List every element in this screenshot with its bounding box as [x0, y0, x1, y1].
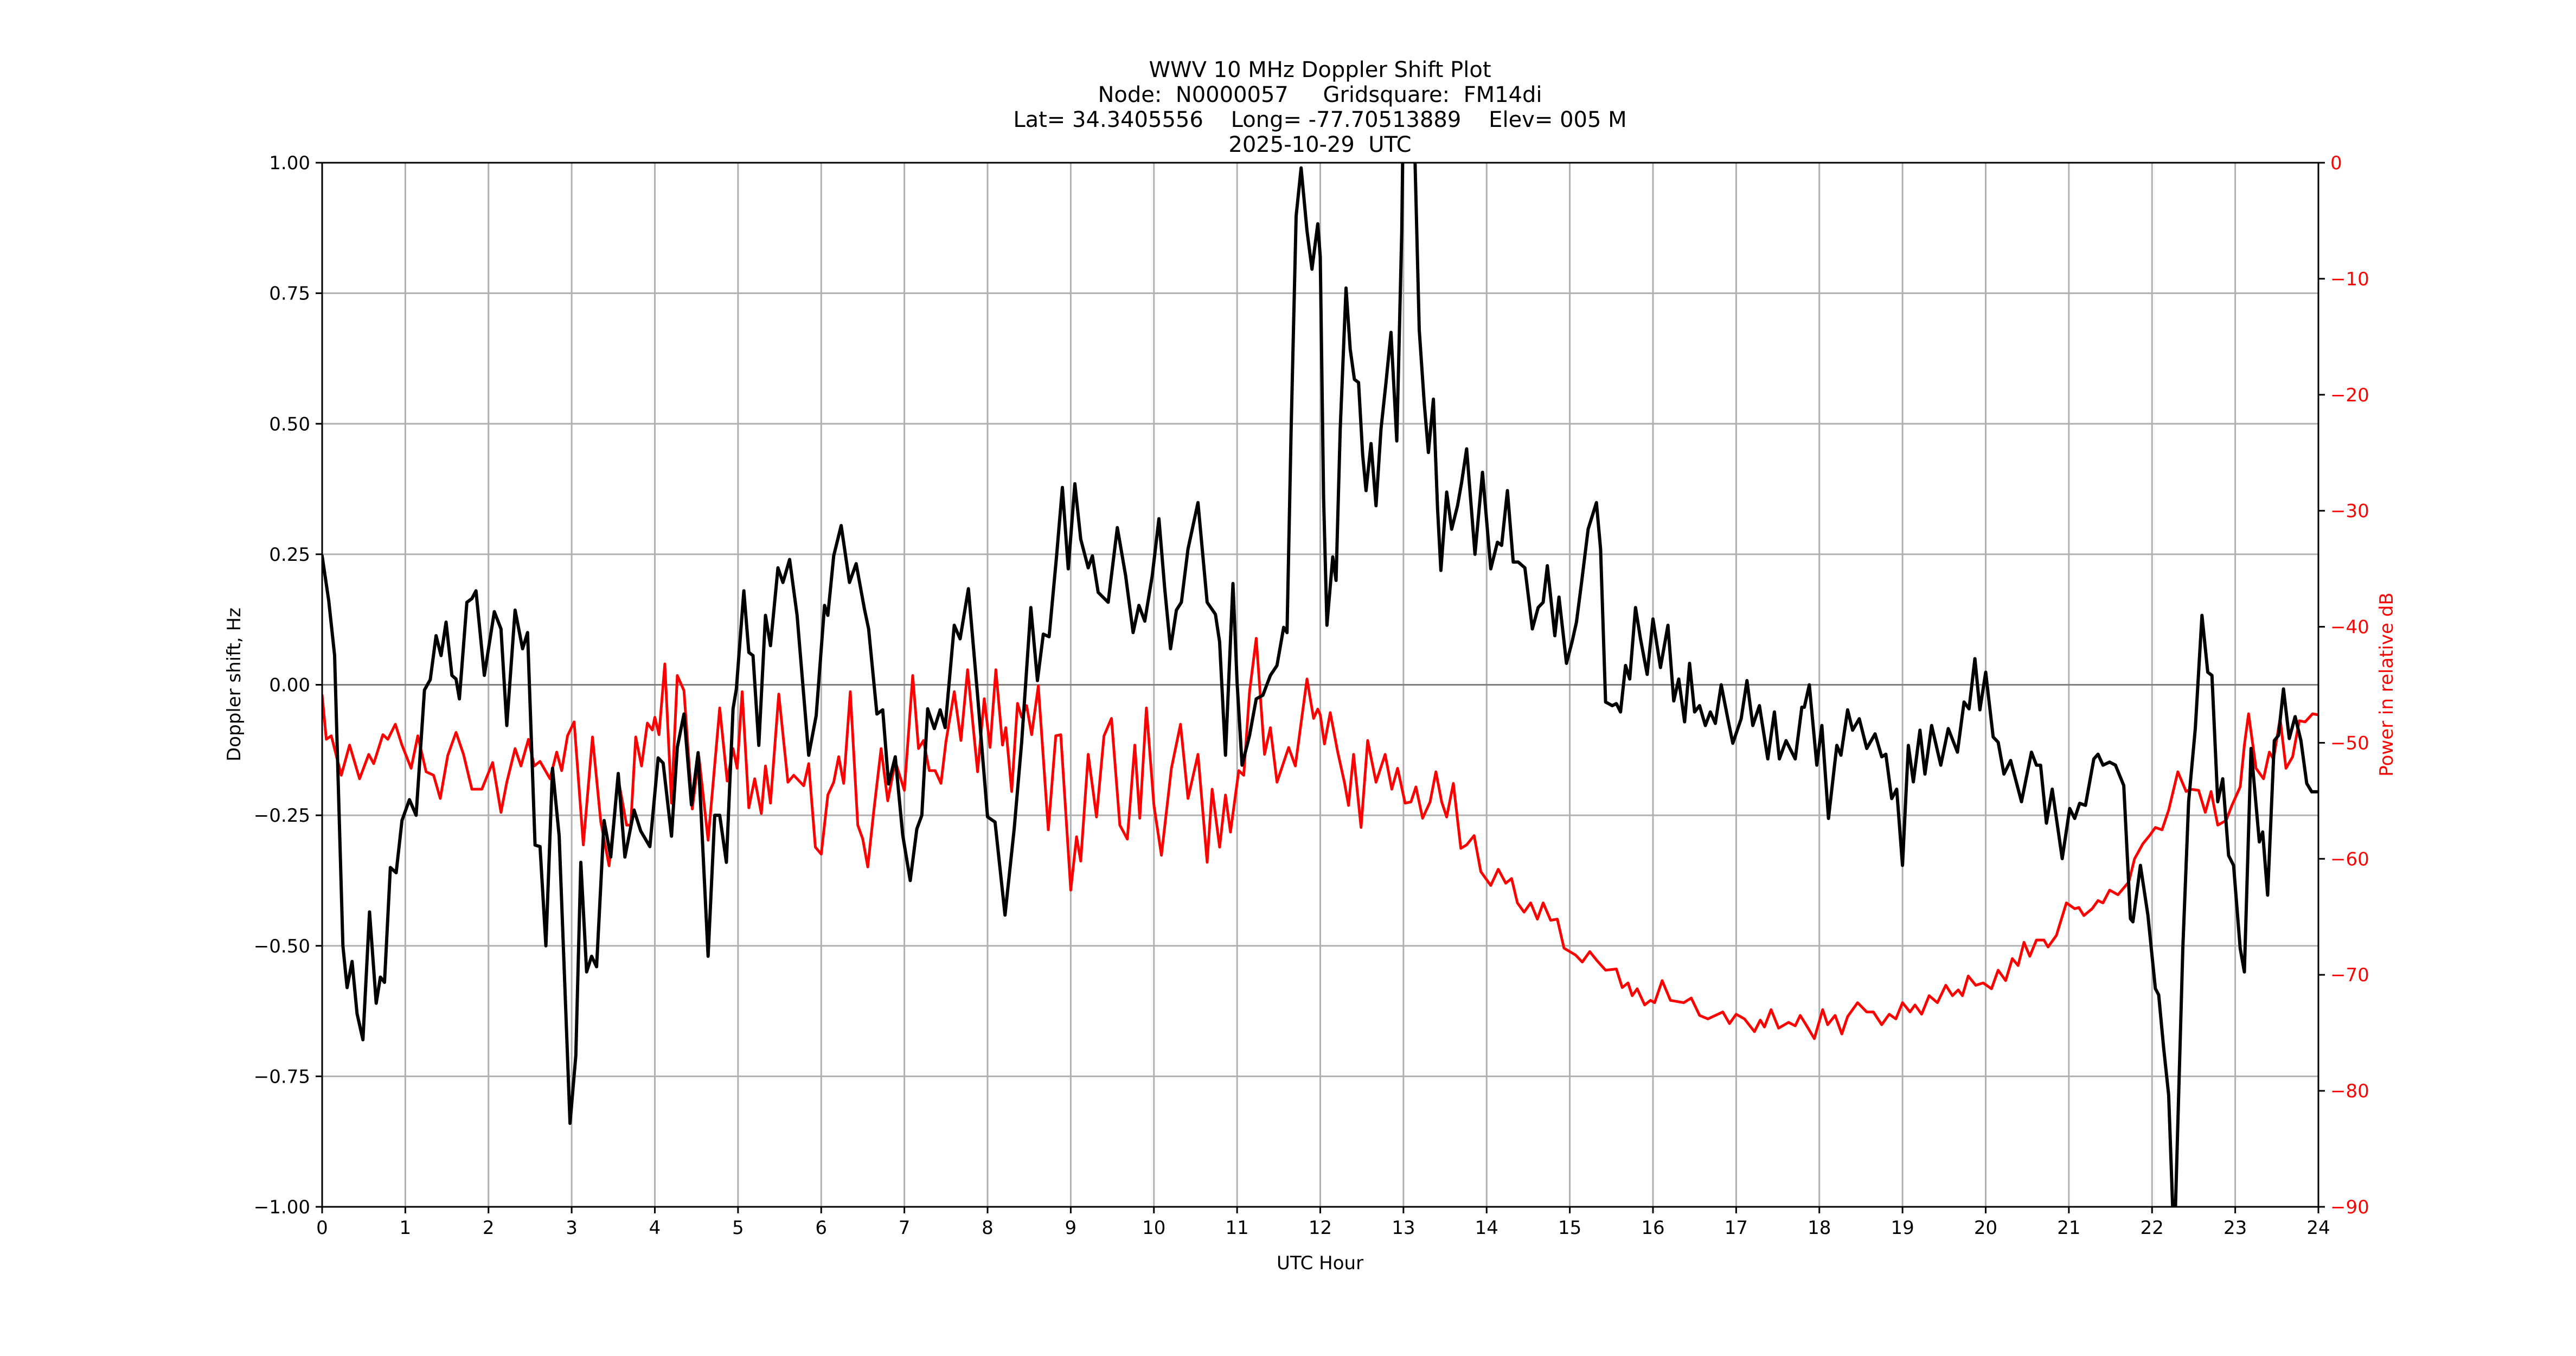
y2-axis-label: Power in relative dB: [2376, 592, 2398, 776]
y2-tick-label: −80: [2330, 1080, 2369, 1102]
x-tick-label: 19: [1891, 1217, 1914, 1239]
x-tick-label: 6: [815, 1217, 827, 1239]
title-line-3: Lat= 34.3405556 Long= -77.70513889 Elev=…: [1013, 107, 1626, 132]
x-tick-label: 21: [2057, 1217, 2080, 1239]
y-tick-label: −0.25: [254, 805, 310, 827]
x-tick-label: 20: [1974, 1217, 1997, 1239]
y-tick-label: 0.25: [269, 544, 310, 566]
plot-lines: [322, 163, 2318, 1207]
y-tick-label: −1.00: [254, 1197, 310, 1218]
y2-tick-label: −40: [2330, 617, 2369, 638]
x-tick-label: 0: [316, 1217, 328, 1239]
x-tick-label: 22: [2141, 1217, 2164, 1239]
y-tick-label: −0.50: [254, 936, 310, 957]
y-tick-label: 1.00: [269, 152, 310, 174]
x-tick-label: 17: [1725, 1217, 1748, 1239]
x-tick-label: 5: [732, 1217, 744, 1239]
power-line: [322, 637, 2318, 1040]
y-tick-label: 0.00: [269, 675, 310, 696]
y2-tick-label: −70: [2330, 964, 2369, 986]
title-line-2: Node: N0000057 Gridsquare: FM14di: [1098, 82, 1542, 107]
x-tick-label: 1: [400, 1217, 412, 1239]
x-tick-label: 4: [649, 1217, 661, 1239]
y-tick-label: −0.75: [254, 1066, 310, 1088]
title-line-4: 2025-10-29 UTC: [1228, 132, 1411, 157]
title-line-1: WWV 10 MHz Doppler Shift Plot: [1149, 57, 1491, 82]
y2-tick-label: −20: [2330, 385, 2369, 406]
y2-tick-label: −30: [2330, 501, 2369, 522]
y-axis-label: Doppler shift, Hz: [223, 607, 245, 762]
x-tick-label: 3: [566, 1217, 578, 1239]
chart-title: WWV 10 MHz Doppler Shift Plot Node: N000…: [1013, 57, 1626, 157]
y2-tick-label: 0: [2330, 152, 2342, 174]
x-tick-label: 2: [483, 1217, 495, 1239]
doppler-shift-line: [322, 163, 2318, 1207]
axis-ticks: 0 1 2 3 4 5 6 7 8 9 10 11 12 13 14 15 16 17 18 19 20 21 22 23 24…: [254, 152, 2369, 1239]
x-tick-label: 10: [1142, 1217, 1165, 1239]
y2-tick-label: −60: [2330, 848, 2369, 870]
x-tick-label: 8: [982, 1217, 994, 1239]
x-tick-label: 23: [2223, 1217, 2247, 1239]
x-tick-label: 18: [1808, 1217, 1831, 1239]
x-tick-label: 12: [1309, 1217, 1332, 1239]
x-tick-label: 7: [899, 1217, 911, 1239]
y2-tick-label: −90: [2330, 1197, 2369, 1218]
x-tick-label: 13: [1392, 1217, 1415, 1239]
x-tick-label: 24: [2306, 1217, 2330, 1239]
x-axis-label: UTC Hour: [1277, 1252, 1363, 1274]
y-tick-label: 0.50: [269, 413, 310, 435]
x-tick-label: 9: [1065, 1217, 1077, 1239]
x-tick-label: 14: [1475, 1217, 1498, 1239]
x-tick-label: 16: [1641, 1217, 1664, 1239]
x-tick-label: 15: [1558, 1217, 1581, 1239]
x-tick-label: 11: [1225, 1217, 1248, 1239]
y-tick-label: 0.75: [269, 283, 310, 305]
y2-tick-label: −10: [2330, 268, 2369, 290]
y2-tick-label: −50: [2330, 732, 2369, 754]
